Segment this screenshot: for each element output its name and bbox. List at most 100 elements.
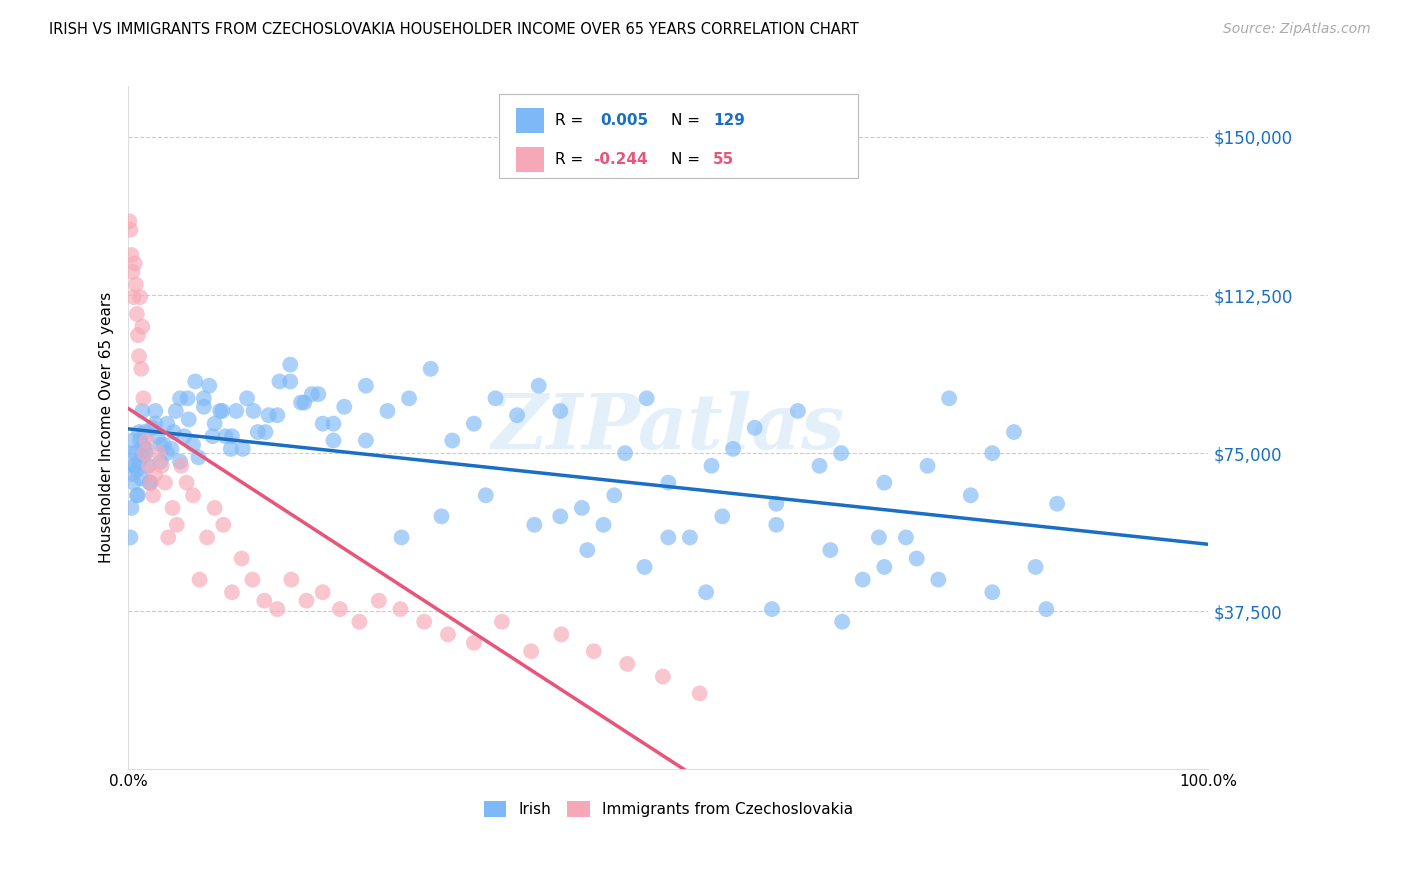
Immigrants from Czechoslovakia xyxy=(148,446,170,460)
Irish xyxy=(808,458,831,473)
Irish xyxy=(257,408,280,422)
Irish xyxy=(204,417,226,431)
Irish xyxy=(398,392,420,406)
Irish xyxy=(184,375,207,389)
Irish xyxy=(548,509,571,524)
Immigrants from Czechoslovakia xyxy=(329,602,352,616)
Irish xyxy=(129,434,152,448)
Irish xyxy=(787,404,810,418)
Irish xyxy=(873,475,896,490)
Irish xyxy=(187,450,209,465)
Immigrants from Czechoslovakia xyxy=(582,644,605,658)
Immigrants from Czechoslovakia xyxy=(195,531,218,545)
Irish xyxy=(868,531,890,545)
Immigrants from Czechoslovakia xyxy=(295,593,318,607)
Immigrants from Czechoslovakia xyxy=(367,593,389,607)
Immigrants from Czechoslovakia xyxy=(242,573,264,587)
Irish xyxy=(1046,497,1069,511)
Immigrants from Czechoslovakia xyxy=(349,615,371,629)
Irish xyxy=(143,417,166,431)
Immigrants from Czechoslovakia xyxy=(135,434,157,448)
Irish xyxy=(156,417,179,431)
Irish xyxy=(527,378,550,392)
Irish xyxy=(124,458,146,473)
Irish xyxy=(311,417,333,431)
Text: 129: 129 xyxy=(713,113,745,128)
Irish xyxy=(981,446,1004,460)
Irish xyxy=(700,458,723,473)
Irish xyxy=(938,392,960,406)
Immigrants from Czechoslovakia xyxy=(520,644,543,658)
Irish xyxy=(221,429,243,443)
Irish xyxy=(290,395,312,409)
Irish xyxy=(354,378,377,392)
Immigrants from Czechoslovakia xyxy=(463,636,485,650)
Immigrants from Czechoslovakia xyxy=(651,669,673,683)
Irish xyxy=(135,446,157,460)
Irish xyxy=(201,429,224,443)
Irish xyxy=(278,375,301,389)
Irish xyxy=(278,358,301,372)
Irish xyxy=(711,509,734,524)
Irish xyxy=(141,421,163,435)
Immigrants from Czechoslovakia xyxy=(132,392,155,406)
Immigrants from Czechoslovakia xyxy=(134,446,156,460)
Immigrants from Czechoslovakia xyxy=(127,328,149,343)
Immigrants from Czechoslovakia xyxy=(166,517,188,532)
Irish xyxy=(135,442,157,456)
Irish xyxy=(125,446,148,460)
Irish xyxy=(129,471,152,485)
Irish xyxy=(254,425,277,439)
Irish xyxy=(198,378,221,392)
Irish xyxy=(301,387,323,401)
Irish xyxy=(830,446,852,460)
Immigrants from Czechoslovakia xyxy=(138,458,160,473)
Immigrants from Czechoslovakia xyxy=(121,248,143,262)
Irish xyxy=(149,438,172,452)
Irish xyxy=(1025,560,1047,574)
Irish xyxy=(419,361,441,376)
Irish xyxy=(219,442,242,456)
Irish xyxy=(121,467,143,482)
Irish xyxy=(354,434,377,448)
Irish xyxy=(162,425,184,439)
Immigrants from Czechoslovakia xyxy=(125,307,148,321)
Irish xyxy=(160,442,183,456)
Immigrants from Czechoslovakia xyxy=(550,627,572,641)
Immigrants from Czechoslovakia xyxy=(162,500,184,515)
Irish xyxy=(225,404,247,418)
Irish xyxy=(242,404,264,418)
Text: ZIPatlas: ZIPatlas xyxy=(492,391,845,465)
Immigrants from Czechoslovakia xyxy=(437,627,460,641)
Irish xyxy=(322,434,344,448)
Irish xyxy=(873,560,896,574)
Irish xyxy=(571,500,593,515)
Irish xyxy=(441,434,464,448)
Irish xyxy=(146,429,169,443)
Irish xyxy=(765,497,787,511)
Immigrants from Czechoslovakia xyxy=(143,467,166,482)
Text: R =: R = xyxy=(555,153,589,167)
Irish xyxy=(474,488,496,502)
Legend: Irish, Immigrants from Czechoslovakia: Irish, Immigrants from Czechoslovakia xyxy=(478,795,859,823)
Irish xyxy=(852,573,875,587)
Irish xyxy=(121,434,143,448)
Irish xyxy=(120,531,142,545)
Immigrants from Czechoslovakia xyxy=(139,475,162,490)
Immigrants from Czechoslovakia xyxy=(689,686,711,700)
Irish xyxy=(232,442,254,456)
Irish xyxy=(169,454,191,468)
Irish xyxy=(211,404,233,418)
Immigrants from Czechoslovakia xyxy=(120,223,142,237)
Irish xyxy=(820,543,842,558)
Irish xyxy=(124,458,146,473)
Irish xyxy=(894,531,917,545)
Irish xyxy=(165,404,187,418)
Irish xyxy=(744,421,766,435)
Irish xyxy=(377,404,399,418)
Text: -0.244: -0.244 xyxy=(593,153,648,167)
Text: Source: ZipAtlas.com: Source: ZipAtlas.com xyxy=(1223,22,1371,37)
Irish xyxy=(121,500,143,515)
Irish xyxy=(131,404,153,418)
Irish xyxy=(214,429,236,443)
